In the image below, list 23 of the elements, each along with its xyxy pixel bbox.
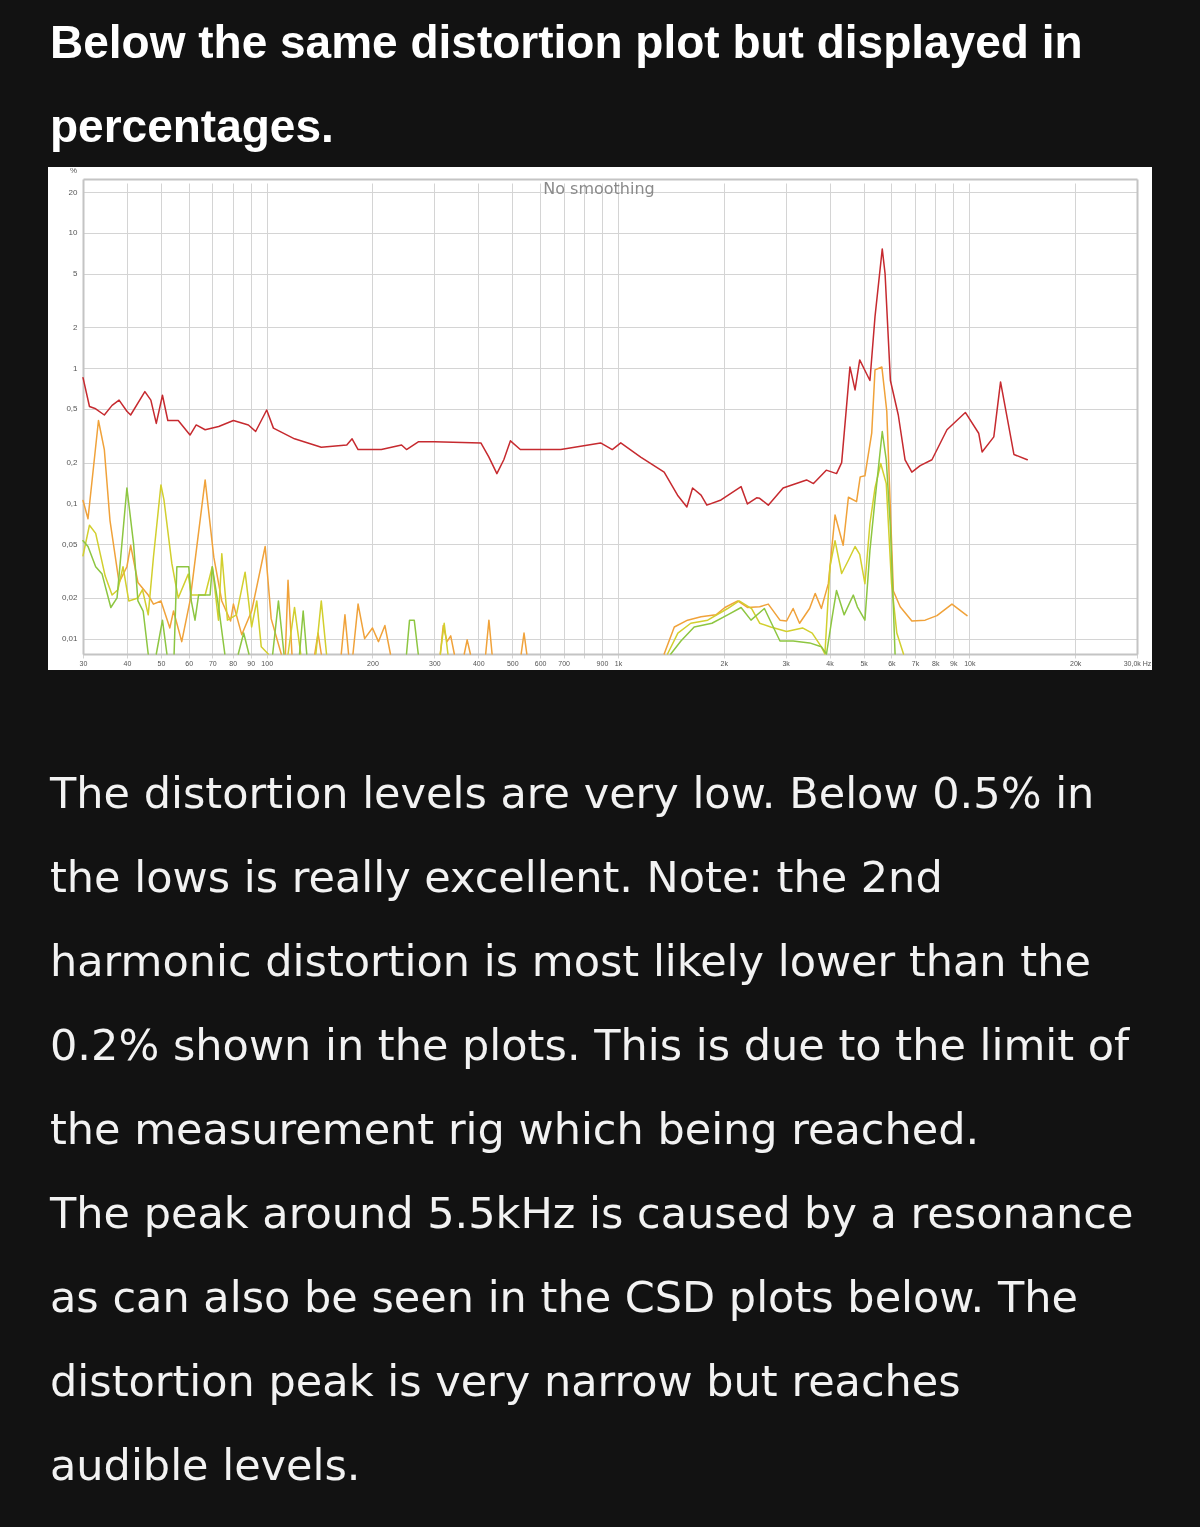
y-tick-label: 0,02 bbox=[61, 593, 79, 603]
y-tick-label: 0,01 bbox=[61, 634, 79, 644]
y-tick-label: 10 bbox=[68, 228, 79, 238]
y-tick-label: 1 bbox=[73, 363, 79, 373]
y-tick-label: 5 bbox=[73, 269, 79, 279]
y-tick-label: 0,5 bbox=[66, 404, 79, 414]
text: audible levels. bbox=[50, 1440, 361, 1490]
y-tick-label: 0,2 bbox=[66, 458, 79, 468]
text: harmonic distortion is most likely lower than the bbox=[50, 936, 1091, 986]
text: as can also be seen in the CSD plots below. The bbox=[50, 1272, 1078, 1322]
text: the measurement rig which being reached. bbox=[50, 1104, 980, 1154]
chart-title: Below the same distortion plot but displayed in percentages. bbox=[50, 16, 1083, 152]
chart-subtitle: No smoothing bbox=[543, 179, 655, 198]
text: The distortion levels are very low. Below 0.5% in bbox=[49, 768, 1095, 818]
y-axis-title: % bbox=[69, 165, 78, 175]
y-tick-label: 2 bbox=[73, 322, 79, 332]
text: distortion peak is very narrow but reaches bbox=[50, 1356, 961, 1406]
y-tick-label: 0,05 bbox=[61, 539, 79, 549]
text: the lows is really excellent. Note: the 2nd bbox=[50, 852, 943, 902]
text: The peak around 5.5kHz is caused by a resonance bbox=[49, 1188, 1134, 1238]
y-tick-label: 20 bbox=[68, 187, 79, 197]
y-tick-label: 0,1 bbox=[66, 498, 79, 508]
text: 0.2% shown in the plots. This is due to the limit of bbox=[50, 1020, 1131, 1070]
